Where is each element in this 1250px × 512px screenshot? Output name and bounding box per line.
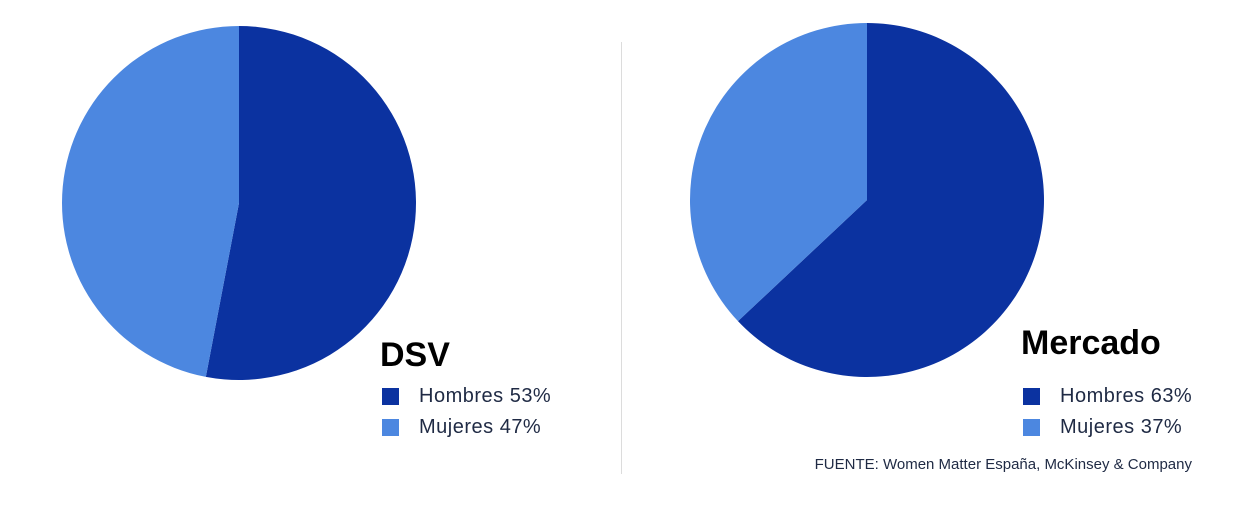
legend-item: Hombres 53% (382, 381, 551, 412)
chart-title-dsv: DSV (380, 336, 450, 374)
legend-label: Mujeres 37% (1060, 416, 1183, 438)
legend-swatch (382, 388, 399, 405)
legend-item: Hombres 63% (1023, 381, 1192, 412)
legend-label: Mujeres 47% (419, 416, 542, 438)
legend-label: Hombres 63% (1060, 385, 1193, 407)
pie-slice-2-1 (737, 23, 1044, 377)
legend-mercado: Hombres 63% Mujeres 37% (1023, 381, 1192, 443)
legend-item: Mujeres 37% (1023, 412, 1192, 443)
legend-dsv: Hombres 53% Mujeres 47% (382, 381, 551, 443)
legend-item: Mujeres 47% (382, 412, 551, 443)
pie-slice-1-2 (61, 26, 239, 377)
legend-swatch (1023, 419, 1040, 436)
legend-swatch (382, 419, 399, 436)
source-note: FUENTE: Women Matter España, McKinsey & … (814, 456, 1192, 473)
pie-slice-1-1 (205, 26, 416, 380)
divider (621, 42, 622, 474)
legend-swatch (1023, 388, 1040, 405)
chart-title-mercado: Mercado (1021, 324, 1161, 362)
legend-label: Hombres 53% (419, 385, 552, 407)
pie-slice-2-2 (689, 23, 867, 322)
